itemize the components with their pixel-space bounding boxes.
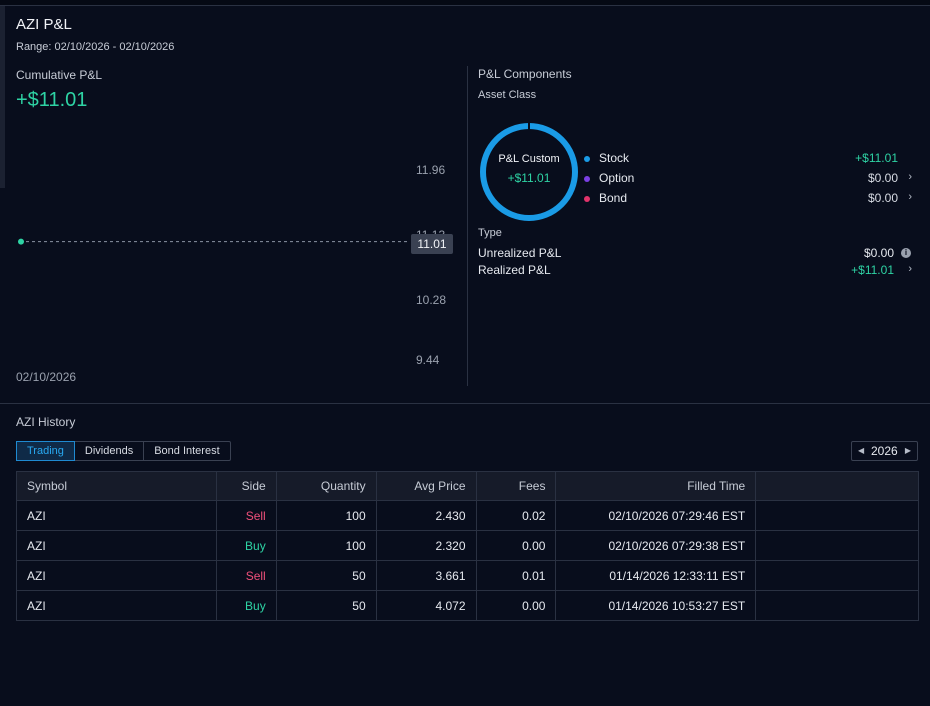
data-point bbox=[18, 238, 24, 245]
cell-fees: 0.01 bbox=[476, 560, 557, 591]
col-quantity[interactable]: Quantity bbox=[276, 471, 377, 501]
cell-symbol: AZI bbox=[16, 530, 217, 561]
type-label: Type bbox=[478, 227, 502, 239]
donut-center-value: +$11.01 bbox=[507, 171, 551, 185]
col-avg-price[interactable]: Avg Price bbox=[376, 471, 477, 501]
cell-filled-time: 02/10/2026 07:29:46 EST bbox=[555, 500, 757, 531]
cell-symbol: AZI bbox=[16, 560, 217, 591]
tab-trading[interactable]: Trading bbox=[16, 441, 75, 461]
cell-spacer bbox=[755, 500, 919, 531]
cell-filled-time: 02/10/2026 07:29:38 EST bbox=[555, 530, 757, 561]
legend-value: $0.00 bbox=[867, 171, 898, 185]
legend-label: Stock bbox=[599, 151, 630, 165]
cell-quantity: 100 bbox=[276, 530, 377, 561]
realized-pl-row[interactable]: Realized P&L +$11.01 › bbox=[478, 263, 914, 279]
cell-avg-price: 2.430 bbox=[376, 500, 477, 531]
cell-avg-price: 4.072 bbox=[376, 590, 477, 621]
legend-value: $0.00 bbox=[867, 191, 898, 205]
cell-spacer bbox=[755, 560, 919, 591]
col-symbol[interactable]: Symbol bbox=[16, 471, 217, 501]
cell-spacer bbox=[755, 590, 919, 621]
unrealized-pl-label: Unrealized P&L bbox=[478, 246, 562, 260]
asset-class-label: Asset Class bbox=[478, 89, 537, 101]
cell-avg-price: 2.320 bbox=[376, 530, 477, 561]
legend-item-bond[interactable]: Bond $0.00 › bbox=[584, 191, 914, 207]
chevron-right-icon[interactable]: › bbox=[908, 171, 912, 183]
cell-side: Sell bbox=[216, 560, 277, 591]
legend-label: Bond bbox=[599, 191, 628, 205]
chevron-right-icon[interactable]: › bbox=[908, 263, 912, 275]
legend-label: Option bbox=[599, 171, 635, 185]
cell-filled-time: 01/14/2026 12:33:11 EST bbox=[555, 560, 757, 591]
col-fees[interactable]: Fees bbox=[476, 471, 557, 501]
table-row[interactable]: AZI Buy 100 2.320 0.00 02/10/2026 07:29:… bbox=[16, 530, 919, 561]
cumulative-pl-value: +$11.01 bbox=[16, 89, 88, 111]
col-side[interactable]: Side bbox=[216, 471, 277, 501]
chevron-right-icon[interactable]: › bbox=[908, 191, 912, 203]
donut-center-label: P&L Custom bbox=[498, 153, 560, 165]
tab-dividends[interactable]: Dividends bbox=[75, 442, 145, 460]
table-row[interactable]: AZI Sell 50 3.661 0.01 01/14/2026 12:33:… bbox=[16, 560, 919, 591]
next-year-icon[interactable]: ▶ bbox=[904, 446, 911, 455]
y-tick: 11.96 bbox=[416, 163, 446, 177]
page-title: AZI P&L bbox=[16, 16, 72, 33]
cumulative-pl-chart[interactable] bbox=[0, 100, 460, 360]
unrealized-pl-row: Unrealized P&L $0.00 i bbox=[478, 246, 914, 262]
history-tabs: Trading Dividends Bond Interest bbox=[16, 441, 231, 461]
cell-fees: 0.02 bbox=[476, 500, 557, 531]
year-selector: ◀ 2026 ▶ bbox=[851, 441, 918, 461]
table-header-row: Symbol Side Quantity Avg Price Fees Fill… bbox=[16, 471, 919, 501]
info-icon[interactable]: i bbox=[901, 248, 911, 258]
bond-dot-icon bbox=[584, 196, 590, 202]
col-filled-time[interactable]: Filled Time bbox=[555, 471, 757, 501]
date-range: Range: 02/10/2026 - 02/10/2026 bbox=[16, 41, 175, 53]
realized-pl-label: Realized P&L bbox=[478, 263, 551, 277]
realized-pl-value: +$11.01 bbox=[851, 263, 894, 277]
stock-dot-icon bbox=[584, 156, 590, 162]
current-price-tag: 11.01 bbox=[411, 234, 453, 254]
asset-class-donut[interactable] bbox=[478, 121, 580, 223]
legend-value: +$11.01 bbox=[855, 151, 898, 165]
cell-spacer bbox=[755, 530, 919, 561]
history-title: AZI History bbox=[16, 415, 76, 429]
cell-filled-time: 01/14/2026 10:53:27 EST bbox=[555, 590, 757, 621]
tab-bond-interest[interactable]: Bond Interest bbox=[154, 445, 220, 457]
option-dot-icon bbox=[584, 176, 590, 182]
table-row[interactable]: AZI Buy 50 4.072 0.00 01/14/2026 10:53:2… bbox=[16, 590, 919, 621]
y-tick: 9.44 bbox=[416, 353, 440, 367]
cell-fees: 0.00 bbox=[476, 590, 557, 621]
x-axis-date-label: 02/10/2026 bbox=[16, 370, 77, 384]
cell-quantity: 50 bbox=[276, 560, 377, 591]
window-top-border bbox=[0, 0, 930, 6]
cell-side: Buy bbox=[216, 530, 277, 561]
pl-components-title: P&L Components bbox=[478, 67, 572, 81]
left-rail bbox=[0, 6, 5, 188]
table-row[interactable]: AZI Sell 100 2.430 0.02 02/10/2026 07:29… bbox=[16, 500, 919, 531]
section-divider bbox=[0, 403, 930, 404]
legend-item-stock[interactable]: Stock +$11.01 bbox=[584, 151, 914, 167]
col-spacer bbox=[755, 471, 919, 501]
panel-divider bbox=[467, 66, 468, 386]
cell-avg-price: 3.661 bbox=[376, 560, 477, 591]
cell-quantity: 50 bbox=[276, 590, 377, 621]
trade-history-table: Symbol Side Quantity Avg Price Fees Fill… bbox=[16, 471, 919, 621]
legend-item-option[interactable]: Option $0.00 › bbox=[584, 171, 914, 187]
cell-side: Sell bbox=[216, 500, 277, 531]
cell-symbol: AZI bbox=[16, 500, 217, 531]
y-tick: 10.28 bbox=[416, 293, 447, 307]
cell-fees: 0.00 bbox=[476, 530, 557, 561]
cell-symbol: AZI bbox=[16, 590, 217, 621]
prev-year-icon[interactable]: ◀ bbox=[858, 446, 865, 455]
unrealized-pl-value: $0.00 bbox=[863, 246, 894, 260]
year-value: 2026 bbox=[871, 444, 898, 458]
cumulative-pl-label: Cumulative P&L bbox=[16, 68, 103, 82]
cell-quantity: 100 bbox=[276, 500, 377, 531]
cell-side: Buy bbox=[216, 590, 277, 621]
